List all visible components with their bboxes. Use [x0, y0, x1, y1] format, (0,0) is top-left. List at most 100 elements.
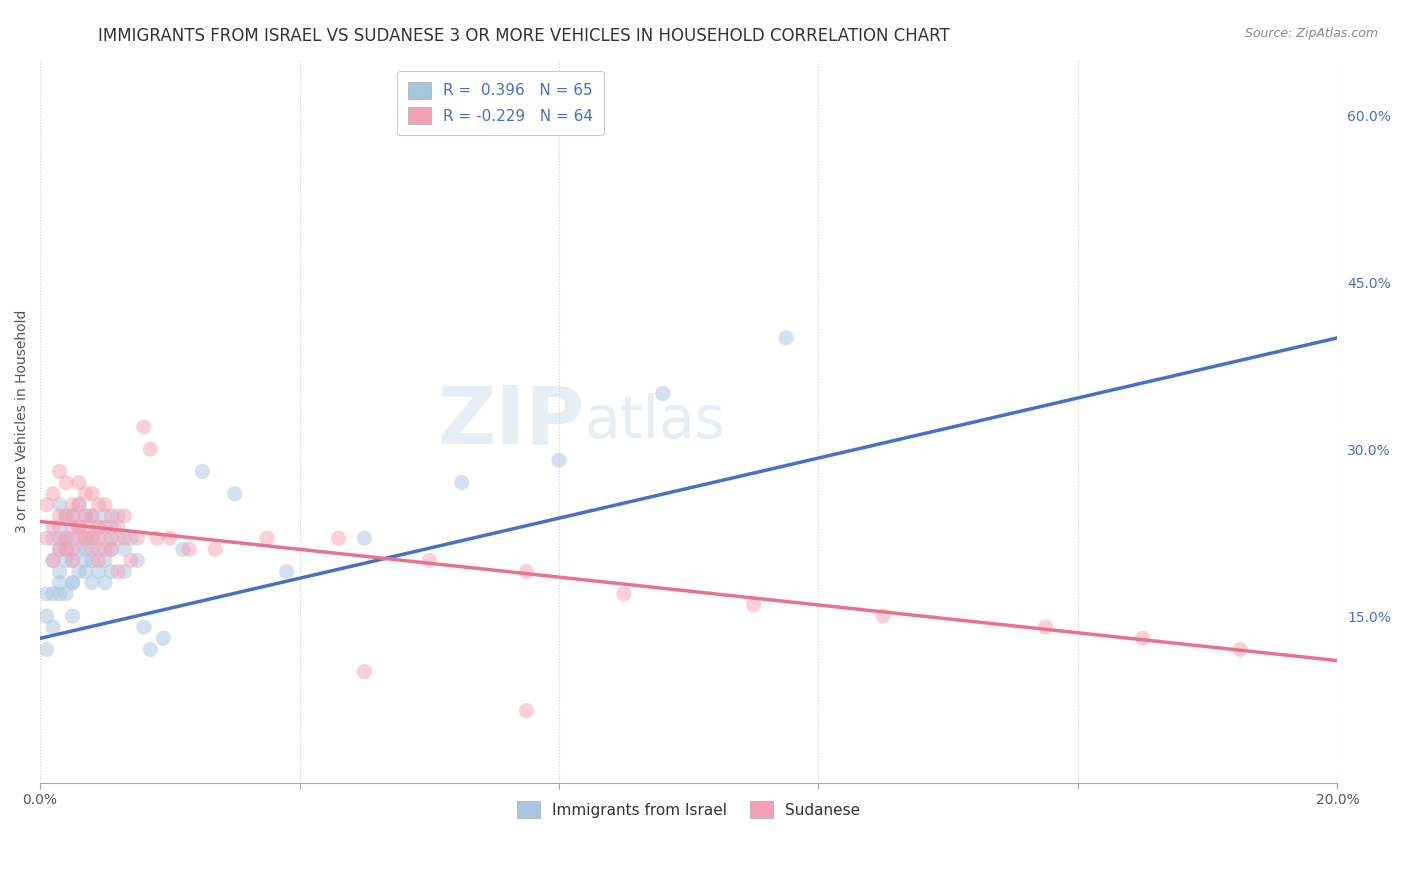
Point: [94, 531, 117, 545]
Point: [107, 565, 129, 579]
Point: [48, 508, 70, 523]
Point: [94, 520, 117, 534]
Point: [114, 508, 136, 523]
Point: [62, 575, 84, 590]
Point: [87, 553, 110, 567]
Point: [172, 542, 194, 557]
Point: [872, 609, 894, 624]
Point: [139, 442, 162, 457]
Point: [75, 542, 97, 557]
Point: [67, 498, 90, 512]
Point: [48, 531, 70, 545]
Point: [75, 553, 97, 567]
Point: [62, 553, 84, 567]
Point: [87, 531, 110, 545]
Point: [94, 508, 117, 523]
Text: IMMIGRANTS FROM ISRAEL VS SUDANESE 3 OR MORE VEHICLES IN HOUSEHOLD CORRELATION C: IMMIGRANTS FROM ISRAEL VS SUDANESE 3 OR …: [98, 27, 950, 45]
Point: [107, 508, 129, 523]
Point: [100, 508, 122, 523]
Point: [651, 386, 673, 401]
Point: [67, 542, 90, 557]
Point: [75, 520, 97, 534]
Point: [191, 464, 214, 478]
Point: [48, 565, 70, 579]
Point: [42, 587, 65, 601]
Legend: Immigrants from Israel, Sudanese: Immigrants from Israel, Sudanese: [509, 793, 868, 826]
Point: [87, 520, 110, 534]
Point: [132, 420, 155, 434]
Point: [75, 486, 97, 500]
Point: [1229, 642, 1251, 657]
Point: [80, 486, 103, 500]
Point: [62, 531, 84, 545]
Point: [1132, 632, 1154, 646]
Point: [55, 542, 77, 557]
Point: [62, 542, 84, 557]
Point: [62, 498, 84, 512]
Point: [75, 508, 97, 523]
Point: [179, 542, 201, 557]
Point: [48, 575, 70, 590]
Point: [42, 553, 65, 567]
Text: Source: ZipAtlas.com: Source: ZipAtlas.com: [1244, 27, 1378, 40]
Point: [62, 575, 84, 590]
Point: [87, 565, 110, 579]
Point: [107, 531, 129, 545]
Point: [75, 565, 97, 579]
Point: [48, 542, 70, 557]
Point: [80, 575, 103, 590]
Point: [80, 553, 103, 567]
Point: [67, 475, 90, 490]
Point: [48, 587, 70, 601]
Point: [67, 531, 90, 545]
Point: [67, 520, 90, 534]
Point: [450, 475, 472, 490]
Point: [55, 531, 77, 545]
Point: [152, 632, 174, 646]
Point: [120, 553, 142, 567]
Point: [55, 531, 77, 545]
Point: [62, 508, 84, 523]
Point: [114, 531, 136, 545]
Point: [55, 542, 77, 557]
Text: atlas: atlas: [585, 392, 725, 450]
Text: ZIP: ZIP: [437, 383, 585, 460]
Point: [87, 542, 110, 557]
Point: [80, 542, 103, 557]
Point: [100, 520, 122, 534]
Point: [42, 553, 65, 567]
Point: [87, 498, 110, 512]
Point: [75, 531, 97, 545]
Point: [127, 531, 149, 545]
Point: [35, 531, 58, 545]
Point: [35, 498, 58, 512]
Point: [80, 531, 103, 545]
Point: [100, 531, 122, 545]
Point: [75, 531, 97, 545]
Point: [75, 508, 97, 523]
Point: [42, 520, 65, 534]
Point: [256, 531, 278, 545]
Point: [100, 542, 122, 557]
Point: [42, 486, 65, 500]
Point: [1035, 620, 1057, 634]
Point: [204, 542, 226, 557]
Point: [94, 553, 117, 567]
Point: [48, 498, 70, 512]
Point: [328, 531, 350, 545]
Point: [55, 475, 77, 490]
Point: [107, 520, 129, 534]
Point: [516, 565, 538, 579]
Point: [94, 542, 117, 557]
Point: [55, 587, 77, 601]
Point: [35, 587, 58, 601]
Point: [35, 609, 58, 624]
Point: [516, 704, 538, 718]
Point: [80, 531, 103, 545]
Point: [80, 508, 103, 523]
Y-axis label: 3 or more Vehicles in Household: 3 or more Vehicles in Household: [15, 310, 30, 533]
Point: [775, 331, 797, 345]
Point: [67, 498, 90, 512]
Point: [42, 620, 65, 634]
Point: [613, 587, 636, 601]
